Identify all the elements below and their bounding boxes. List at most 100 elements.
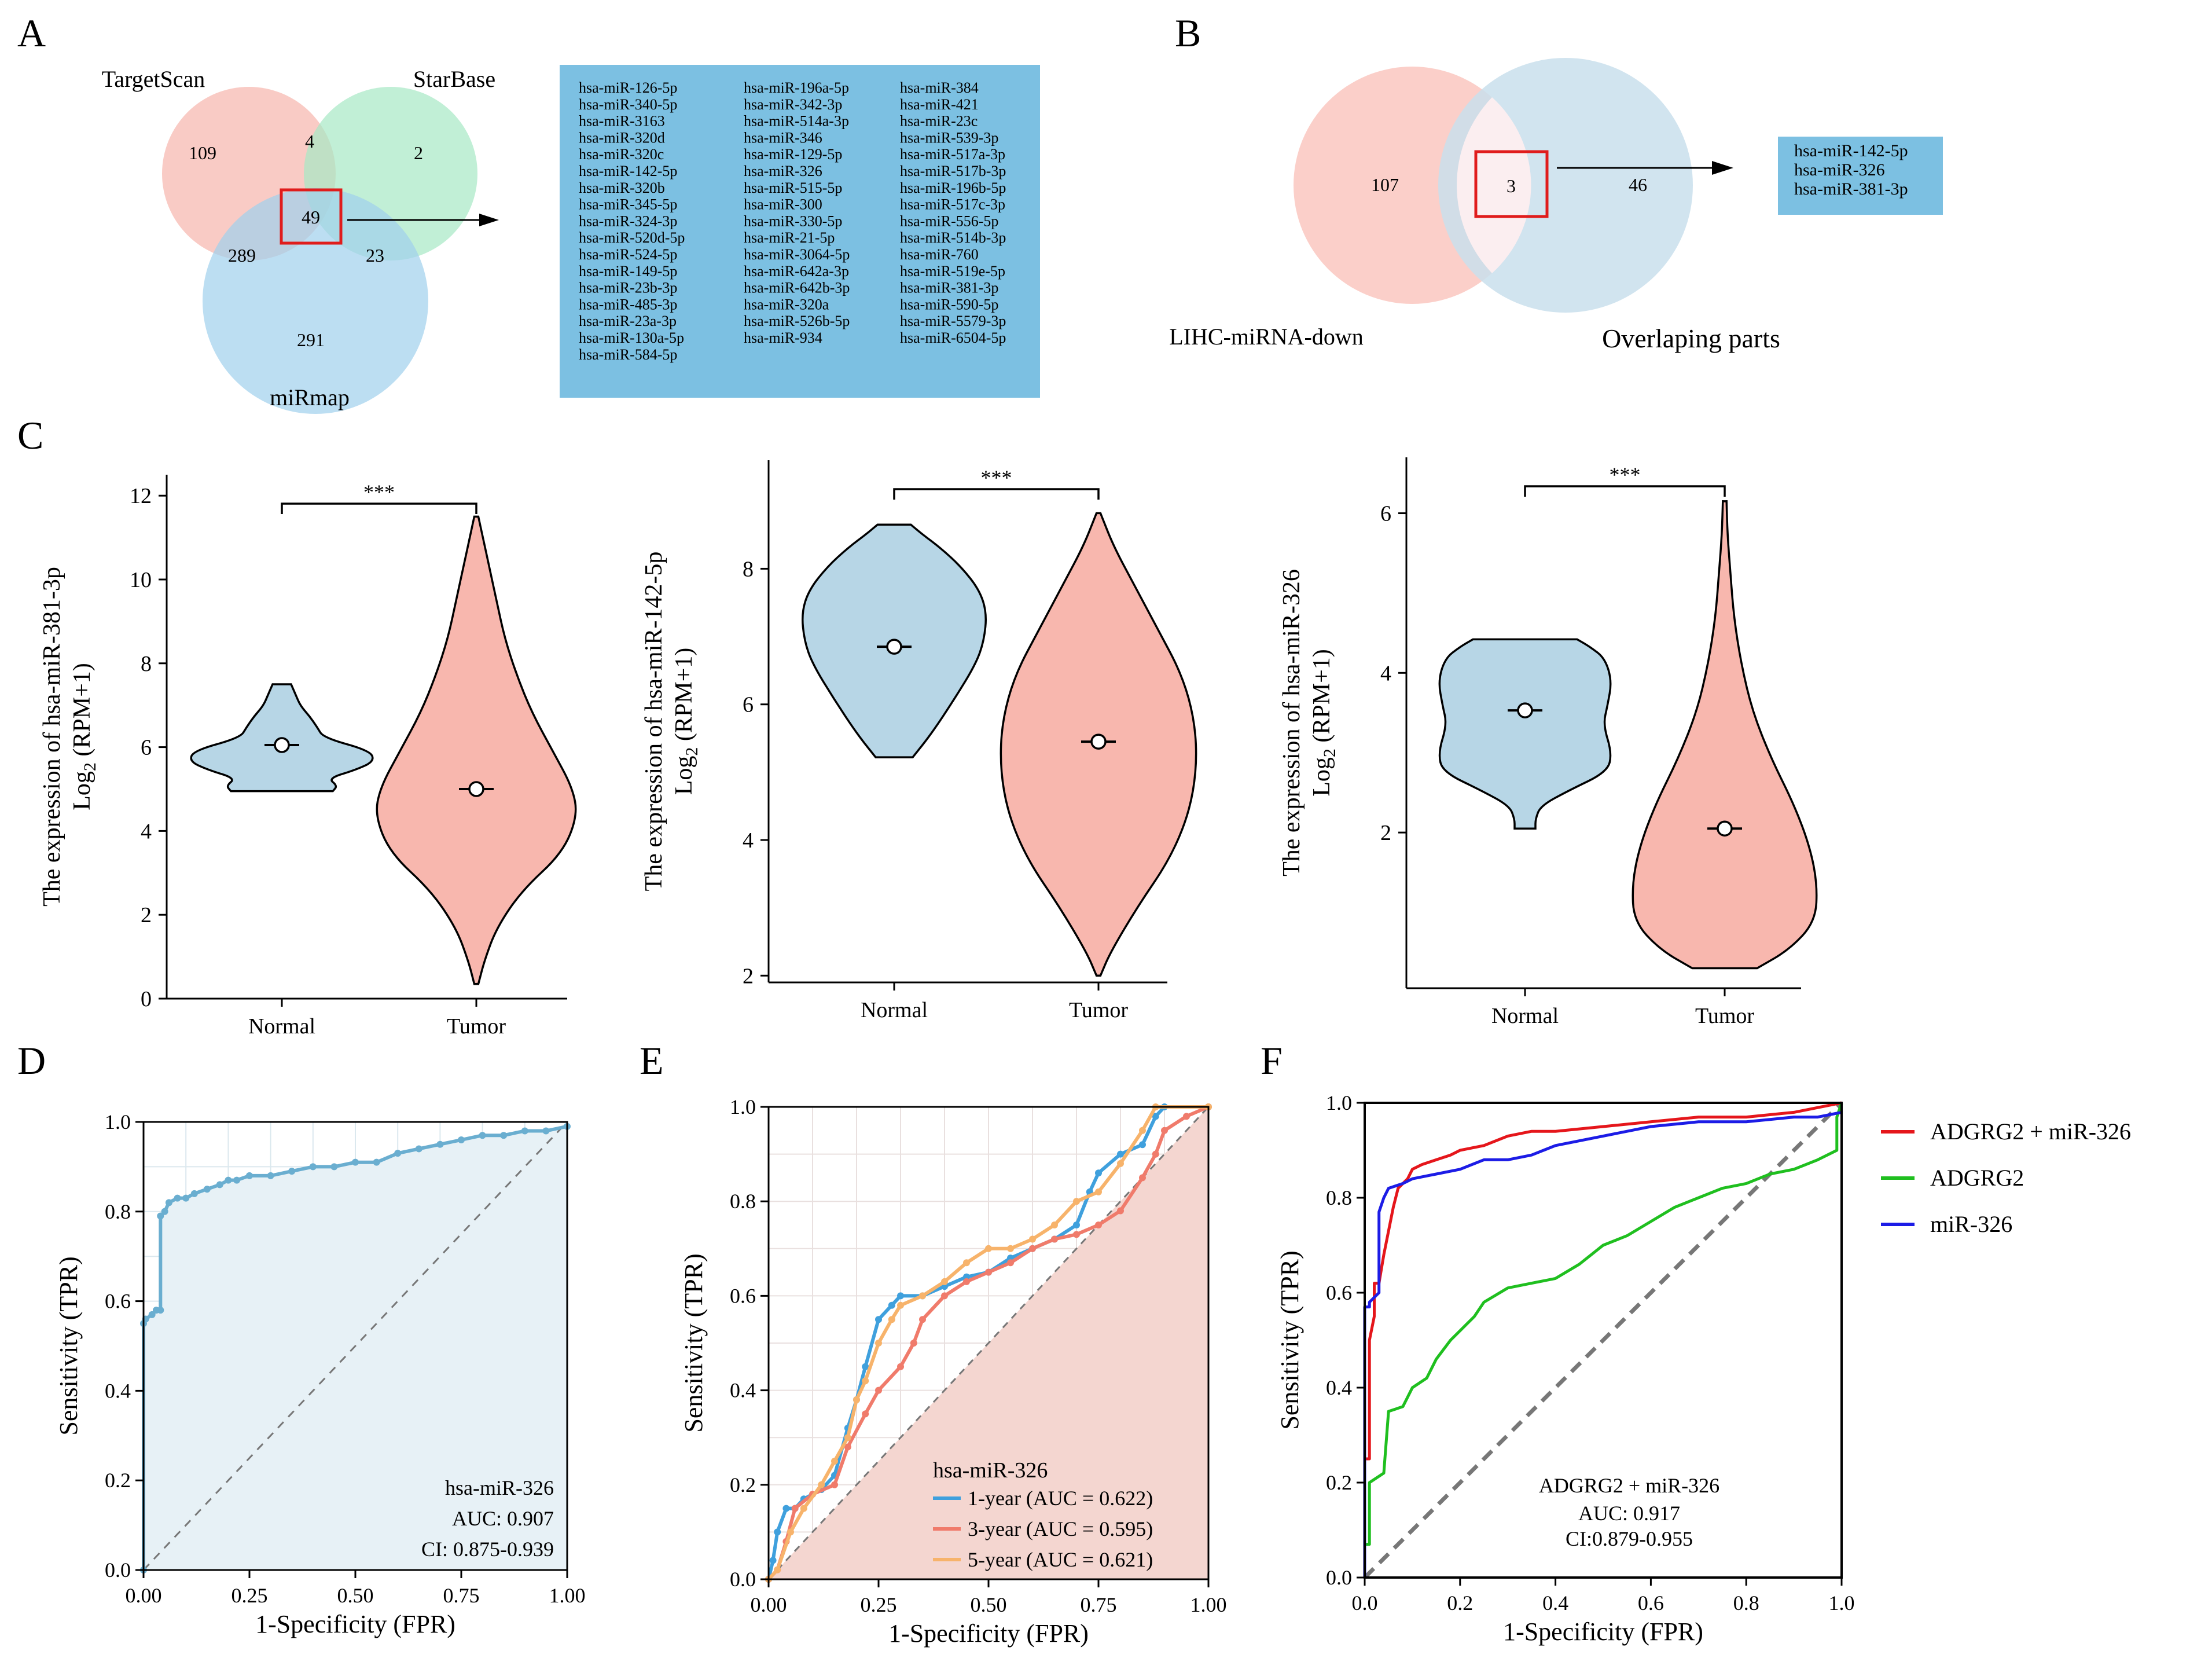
highlight-box bbox=[1474, 150, 1549, 218]
x-tick-label: 0.2 bbox=[1447, 1591, 1473, 1615]
venn-count: 2 bbox=[414, 142, 423, 163]
mean-point bbox=[1090, 733, 1107, 750]
violin-plot-3: 2 4 6 Normal Tumor The expression of hsa-miR-… bbox=[1278, 457, 1818, 1028]
roc-point bbox=[1095, 1169, 1102, 1177]
significance-bracket bbox=[1524, 485, 1726, 497]
roc-point bbox=[818, 1481, 825, 1488]
roc-point bbox=[1152, 1113, 1159, 1120]
venn-a: TargetScan StarBase miRmap 109 2 4 289 23 291 49 h… bbox=[102, 65, 1040, 414]
roc-point bbox=[774, 1528, 781, 1536]
roc-point bbox=[1139, 1174, 1146, 1182]
roc-panel-d: 0.00 0.25 0.50 0.75 1.00 0.0 0.2 0.4 0.6 0.8 1.0 1-… bbox=[54, 1110, 586, 1638]
y-tick-label: 0.8 bbox=[105, 1200, 131, 1223]
roc-point bbox=[897, 1292, 904, 1300]
mirna-list-item: hsa-miR-142-5p bbox=[579, 163, 677, 179]
roc-curve-1 bbox=[1363, 1101, 1842, 1578]
mirna-list-item: hsa-miR-520d-5p bbox=[579, 229, 685, 246]
roc-point bbox=[165, 1199, 172, 1206]
x-axis-label: 1-Specificity (FPR) bbox=[1503, 1617, 1703, 1646]
x-tick-label-normal: Normal bbox=[861, 998, 928, 1022]
roc-point bbox=[919, 1316, 926, 1323]
mirna-list-item: hsa-miR-517a-3p bbox=[900, 146, 1005, 163]
roc-point bbox=[174, 1194, 181, 1202]
mirna-list-item: hsa-miR-330-5p bbox=[744, 212, 842, 229]
mirna-list-item: hsa-miR-342-3p bbox=[744, 96, 842, 113]
mean-point bbox=[1517, 702, 1533, 718]
roc-point bbox=[1183, 1113, 1190, 1120]
y-axis-label: The expression of hsa-miR-381-3p bbox=[39, 567, 65, 907]
roc-point bbox=[1117, 1207, 1124, 1215]
mirna-list-item: hsa-miR-21-5p bbox=[744, 229, 835, 246]
x-tick-label: 0.75 bbox=[443, 1584, 480, 1607]
y-tick-label: 8 bbox=[141, 652, 152, 676]
roc-point bbox=[919, 1292, 926, 1300]
roc-curve-3 bbox=[1363, 1110, 1842, 1578]
roc-point bbox=[479, 1132, 486, 1139]
x-axis-label: 1-Specificity (FPR) bbox=[255, 1610, 455, 1638]
roc-point bbox=[831, 1481, 838, 1488]
significance-label: *** bbox=[363, 480, 395, 504]
mirna-list-item: hsa-miR-517b-3p bbox=[900, 163, 1006, 179]
venn-count: 289 bbox=[228, 245, 256, 266]
roc-point bbox=[394, 1150, 402, 1157]
mirna-list-item: hsa-miR-320a bbox=[744, 296, 829, 313]
roc-point bbox=[853, 1396, 860, 1403]
x-tick-label: 1.00 bbox=[1190, 1593, 1227, 1616]
annotation-auc: AUC: 0.917 bbox=[1578, 1502, 1680, 1525]
roc-point bbox=[1051, 1235, 1058, 1243]
y-tick-label: 4 bbox=[141, 819, 152, 843]
mirna-list-item: hsa-miR-524-5p bbox=[579, 246, 677, 263]
mirna-list-item: hsa-miR-539-3p bbox=[900, 129, 998, 146]
y-tick-label: 4 bbox=[1380, 661, 1391, 685]
roc-point bbox=[888, 1301, 895, 1309]
roc-curve-1 bbox=[142, 1124, 568, 1570]
roc-point bbox=[161, 1208, 168, 1215]
mirna-list-item: hsa-miR-590-5p bbox=[900, 296, 998, 313]
roc-point bbox=[288, 1168, 296, 1175]
violin-plot-2: 2 4 6 8 Normal Tumor The expression of hsa-miR… bbox=[641, 460, 1197, 1022]
roc-point bbox=[157, 1212, 164, 1220]
reference-diagonal bbox=[142, 1121, 568, 1571]
arrow-head bbox=[1712, 161, 1733, 175]
roc-point bbox=[436, 1140, 444, 1148]
mirna-list-item: hsa-miR-300 bbox=[744, 196, 822, 213]
y-tick-label: 10 bbox=[130, 568, 152, 592]
mean-point bbox=[468, 781, 484, 797]
roc-point bbox=[844, 1434, 851, 1441]
y-tick-label: 0.2 bbox=[1326, 1471, 1352, 1494]
mirna-list-item: hsa-miR-23c bbox=[900, 113, 978, 130]
plot-frame bbox=[1364, 1102, 1843, 1579]
roc-point bbox=[791, 1505, 799, 1512]
y-tick-label: 0.6 bbox=[105, 1290, 131, 1313]
roc-point bbox=[1152, 1150, 1159, 1158]
significance-bracket bbox=[281, 502, 477, 514]
y-tick-label: 0.8 bbox=[1326, 1186, 1352, 1209]
legend-title: hsa-miR-326 bbox=[933, 1458, 1048, 1483]
mirna-list-item: hsa-miR-934 bbox=[744, 329, 822, 346]
mirna-list-item: hsa-miR-324-3p bbox=[579, 212, 677, 229]
legend-entry: ADGRG2 + miR-326 bbox=[1930, 1118, 2131, 1145]
venn-count: 49 bbox=[302, 207, 320, 228]
roc-point bbox=[862, 1377, 869, 1385]
significance-bracket bbox=[893, 488, 1100, 500]
legend-entry: 1-year (AUC = 0.622) bbox=[968, 1487, 1153, 1510]
y-axis-label: The expression of hsa-miR-142-5p bbox=[641, 552, 667, 892]
x-axis-label: 1-Specificity (FPR) bbox=[888, 1619, 1089, 1648]
mirna-list-box bbox=[1778, 137, 1943, 215]
mirna-list-item: hsa-miR-760 bbox=[900, 246, 979, 263]
venn-count: 109 bbox=[189, 142, 216, 163]
y-tick-label: 0.2 bbox=[730, 1473, 756, 1496]
mirna-list-item: hsa-miR-556-5p bbox=[900, 212, 998, 229]
roc-panel-f: 0.0 0.2 0.4 0.6 0.8 1.0 0.0 0.2 0.4 0.6 0.8 1.0 1-Sp… bbox=[1276, 1091, 2131, 1646]
significance-label: *** bbox=[981, 466, 1012, 489]
mirna-list-item: hsa-miR-517c-3p bbox=[900, 196, 1005, 213]
y-tick-label: 0 bbox=[141, 987, 152, 1011]
roc-point bbox=[233, 1176, 241, 1184]
x-tick-label: 0.25 bbox=[861, 1593, 897, 1616]
x-tick-label: 0.75 bbox=[1081, 1593, 1117, 1616]
panel-label-d: D bbox=[17, 1039, 46, 1083]
roc-point bbox=[1117, 1160, 1124, 1167]
x-tick-label: 0.4 bbox=[1542, 1591, 1568, 1615]
roc-point bbox=[373, 1158, 380, 1166]
y-tick-label: 1.0 bbox=[105, 1110, 131, 1134]
